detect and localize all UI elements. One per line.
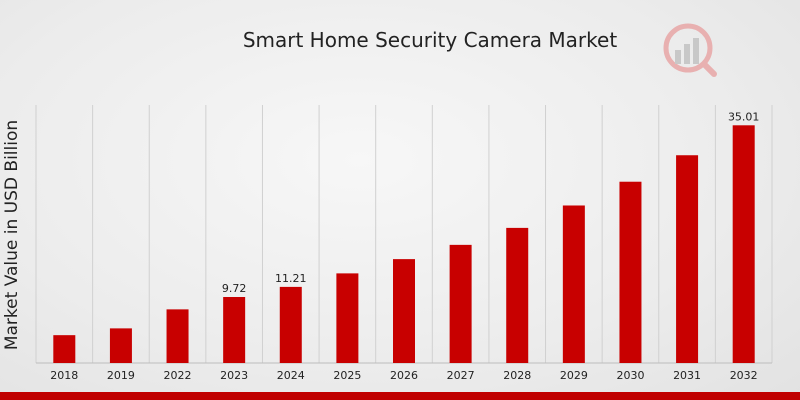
data-label: 9.72 [222,282,247,295]
bar-2026 [393,259,415,363]
x-tick-label: 2028 [503,369,531,382]
x-tick-label: 2032 [730,369,758,382]
bar-2022 [166,309,189,363]
x-tick-label: 2026 [390,369,418,382]
bar-2025 [336,273,359,363]
market-research-logo-icon [663,23,717,77]
bar-2029 [562,205,585,363]
data-label: 11.21 [275,272,307,285]
x-tick-label: 2024 [277,369,305,382]
bar-2032 [732,125,755,363]
x-tick-label: 2029 [560,369,588,382]
x-tick-label: 2030 [616,369,644,382]
bar-2027 [449,244,472,363]
x-tick-label: 2022 [164,369,192,382]
bar-2018 [53,335,76,363]
bar-2031 [676,155,699,363]
bar-2024 [279,286,302,363]
bar-2028 [506,227,529,363]
x-tick-label: 2031 [673,369,701,382]
bar-2030 [619,181,642,363]
footer-accent-bar [0,392,800,400]
x-tick-label: 2025 [333,369,361,382]
chart-title: Smart Home Security Camera Market [242,28,618,52]
x-tick-label: 2019 [107,369,135,382]
data-label: 35.01 [728,110,760,123]
bar-2019 [109,328,132,363]
bar-2023 [223,297,246,363]
x-tick-label: 2018 [50,369,78,382]
x-tick-label: 2023 [220,369,248,382]
x-tick-label: 2027 [447,369,475,382]
